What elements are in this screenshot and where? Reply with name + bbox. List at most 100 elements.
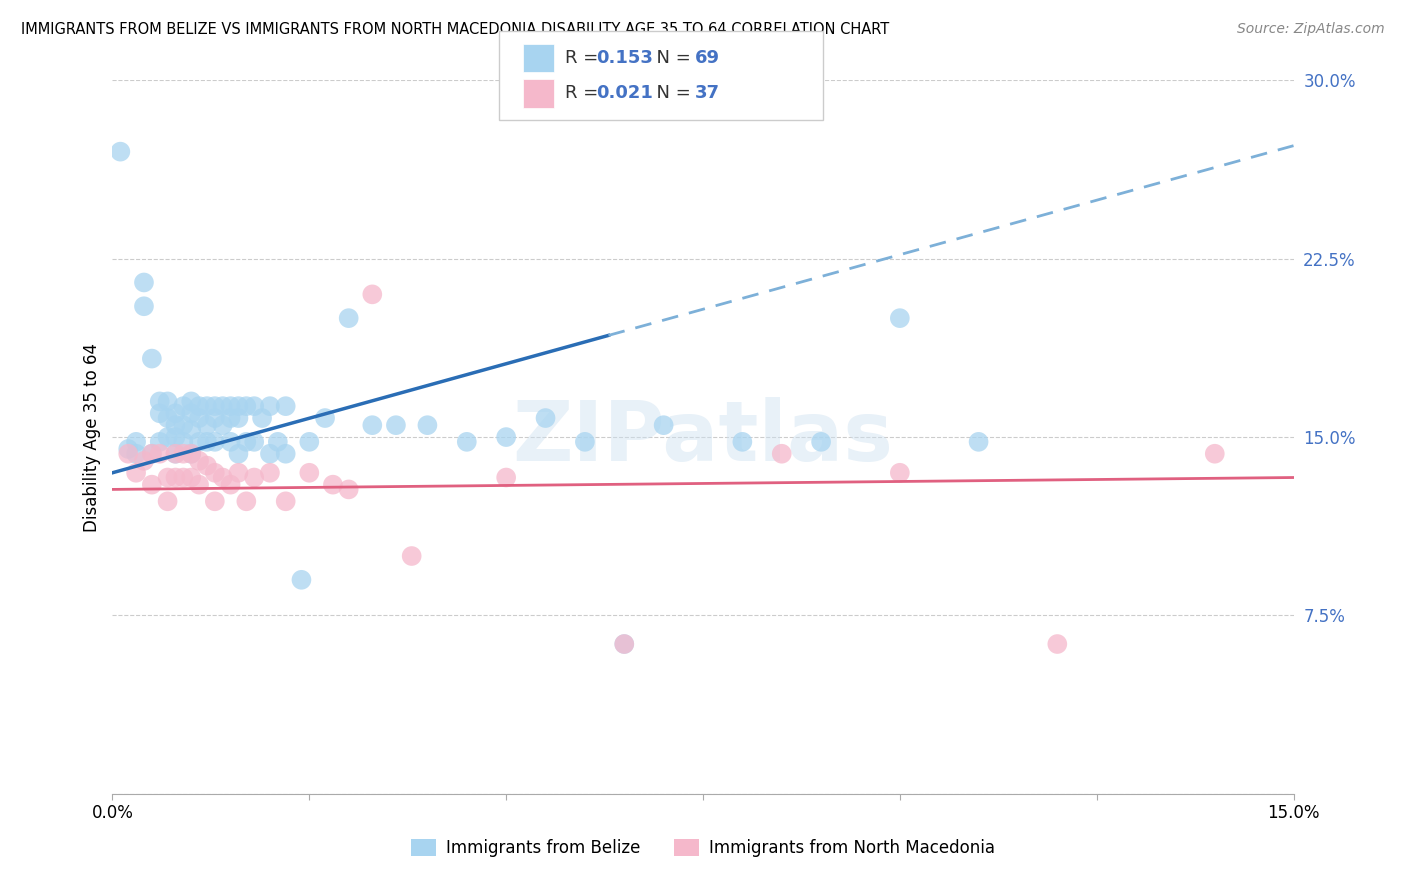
Text: ZIPatlas: ZIPatlas <box>513 397 893 477</box>
Point <box>188 399 211 413</box>
Point <box>243 434 266 449</box>
Point <box>204 434 226 449</box>
Point <box>188 434 211 449</box>
Point <box>141 447 163 461</box>
Point <box>228 399 250 413</box>
Point <box>274 494 297 508</box>
Point <box>361 418 384 433</box>
Text: R =: R = <box>565 85 605 103</box>
Point <box>211 399 233 413</box>
Point <box>195 458 218 473</box>
Point <box>731 434 754 449</box>
Point <box>165 447 187 461</box>
Text: N =: N = <box>645 49 697 67</box>
Point <box>180 470 202 484</box>
Point <box>156 494 179 508</box>
Point <box>228 447 250 461</box>
Text: IMMIGRANTS FROM BELIZE VS IMMIGRANTS FROM NORTH MACEDONIA DISABILITY AGE 35 TO 6: IMMIGRANTS FROM BELIZE VS IMMIGRANTS FRO… <box>21 22 890 37</box>
Point <box>235 434 257 449</box>
Point <box>204 411 226 425</box>
Point <box>314 411 336 425</box>
Point <box>204 494 226 508</box>
Point <box>574 434 596 449</box>
Point <box>259 399 281 413</box>
Point <box>337 483 360 497</box>
Point <box>204 399 226 413</box>
Point <box>180 447 202 461</box>
Point <box>243 399 266 413</box>
Point <box>259 447 281 461</box>
Text: 0.021: 0.021 <box>596 85 652 103</box>
Point <box>337 311 360 326</box>
Point <box>188 454 211 468</box>
Point <box>250 411 273 425</box>
Point <box>156 470 179 484</box>
Point <box>165 447 187 461</box>
Point <box>117 442 139 456</box>
Point <box>259 466 281 480</box>
Point <box>967 434 990 449</box>
Point <box>495 430 517 444</box>
Point <box>810 434 832 449</box>
Point <box>613 637 636 651</box>
Point <box>149 406 172 420</box>
Point <box>132 276 155 290</box>
Point <box>613 637 636 651</box>
Point <box>117 447 139 461</box>
Point <box>188 477 211 491</box>
Point <box>156 411 179 425</box>
Text: N =: N = <box>645 85 697 103</box>
Point <box>235 494 257 508</box>
Point <box>149 447 172 461</box>
Point <box>219 477 242 491</box>
Point <box>195 434 218 449</box>
Point <box>180 447 202 461</box>
Point <box>172 434 194 449</box>
Point <box>889 311 911 326</box>
Point <box>132 454 155 468</box>
Point <box>132 299 155 313</box>
Point <box>156 394 179 409</box>
Point <box>235 399 257 413</box>
Point <box>165 406 187 420</box>
Point <box>110 145 132 159</box>
Point <box>1204 447 1226 461</box>
Point <box>211 418 233 433</box>
Point <box>141 477 163 491</box>
Point <box>180 394 202 409</box>
Point <box>534 411 557 425</box>
Point <box>495 470 517 484</box>
Point <box>219 434 242 449</box>
Point <box>172 447 194 461</box>
Point <box>228 466 250 480</box>
Point <box>889 466 911 480</box>
Point <box>652 418 675 433</box>
Point <box>149 434 172 449</box>
Point <box>195 399 218 413</box>
Point <box>165 470 187 484</box>
Point <box>165 418 187 433</box>
Point <box>188 411 211 425</box>
Point <box>770 447 793 461</box>
Text: 37: 37 <box>695 85 720 103</box>
Point <box>156 430 179 444</box>
Point <box>274 399 297 413</box>
Point <box>298 434 321 449</box>
Point <box>149 394 172 409</box>
Text: R =: R = <box>565 49 605 67</box>
Point <box>322 477 344 491</box>
Point <box>228 411 250 425</box>
Point <box>361 287 384 301</box>
Point <box>195 418 218 433</box>
Point <box>172 399 194 413</box>
Text: 0.153: 0.153 <box>596 49 652 67</box>
Legend: Immigrants from Belize, Immigrants from North Macedonia: Immigrants from Belize, Immigrants from … <box>405 832 1001 864</box>
Point <box>274 447 297 461</box>
Point <box>125 447 148 461</box>
Point <box>456 434 478 449</box>
Point <box>125 434 148 449</box>
Point <box>243 470 266 484</box>
Point <box>298 466 321 480</box>
Point <box>401 549 423 563</box>
Point <box>204 466 226 480</box>
